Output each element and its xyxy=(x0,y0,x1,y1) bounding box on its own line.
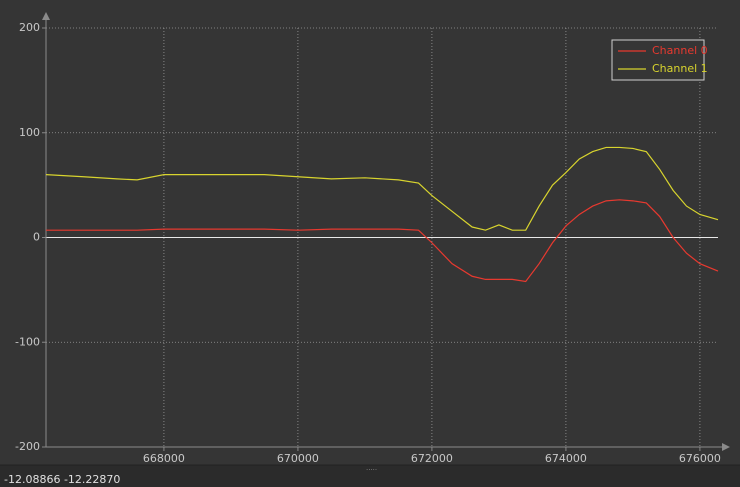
y-tick-label: 0 xyxy=(33,231,40,244)
plot: -200 -100 0 100 200 668000 670000 672000 674000 6… xyxy=(15,12,730,465)
series-line xyxy=(45,146,719,231)
resize-handle[interactable]: ····· xyxy=(366,466,377,474)
series-line xyxy=(46,199,719,283)
y-axis-arrow xyxy=(42,12,50,20)
y-tick-label: 100 xyxy=(19,126,40,139)
legend-label: Channel 0 xyxy=(652,44,708,57)
status-text: -12.08866 -12.22870 xyxy=(4,473,120,486)
legend-box xyxy=(611,39,705,81)
status-bar xyxy=(0,465,740,487)
x-axis-arrow xyxy=(722,443,730,451)
x-tick-label: 668000 xyxy=(143,452,185,465)
legend-label: Channel 1 xyxy=(652,62,708,75)
x-tick-label: 676000 xyxy=(679,452,721,465)
y-tick-label: 200 xyxy=(19,21,40,34)
x-tick-label: 674000 xyxy=(545,452,587,465)
x-tick-label: 670000 xyxy=(277,452,319,465)
x-tick-label: 672000 xyxy=(411,452,453,465)
y-tick-label: -200 xyxy=(15,440,40,453)
y-tick-label: -100 xyxy=(15,335,40,348)
